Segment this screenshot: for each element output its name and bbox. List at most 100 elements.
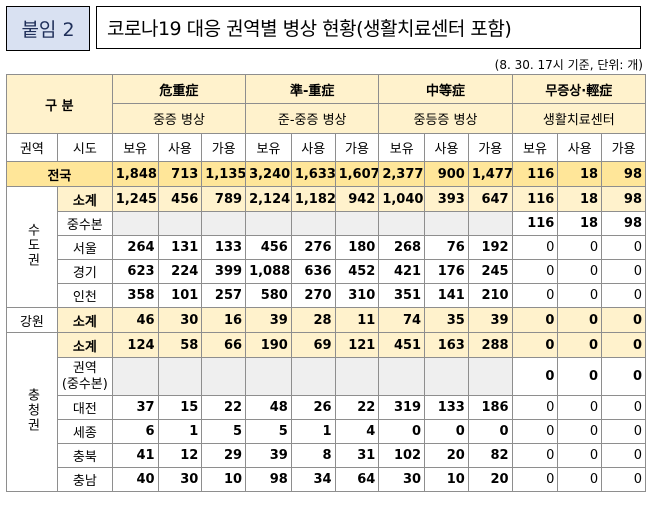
table-cell: 176 <box>424 259 469 284</box>
table-cell: 39 <box>245 443 292 468</box>
table-cell: 0 <box>511 259 559 284</box>
header-critical-sub: 중증 병상 <box>111 103 247 134</box>
row-label-line1: 권역 <box>72 360 97 376</box>
table-cell: 58 <box>157 332 203 358</box>
table-cell: 0 <box>511 307 559 333</box>
table-cell: 0 <box>511 419 559 444</box>
table-cell: 18 <box>557 186 603 212</box>
table-cell: 358 <box>111 283 159 308</box>
table-cell: 39 <box>245 307 292 333</box>
table-cell: 190 <box>245 332 292 358</box>
col-used: 사용 <box>557 133 603 162</box>
table-cell: 0 <box>511 395 559 420</box>
table-cell: 0 <box>557 467 603 492</box>
table-row: 전국 1,848 713 1,135 3,240 1,633 1,607 2,377 900 1,… <box>6 161 646 187</box>
table-cell <box>290 211 336 236</box>
table-cell <box>378 211 426 236</box>
col-avail: 가용 <box>334 133 380 162</box>
table-cell <box>245 357 292 396</box>
table-cell: 116 <box>511 161 559 187</box>
header-mild: 무증상·輕症 <box>511 74 647 104</box>
table-cell: 31 <box>334 443 380 468</box>
table-cell: 39 <box>467 307 513 333</box>
table-cell: 456 <box>157 186 203 212</box>
table-cell: 10 <box>201 467 247 492</box>
row-label: 소계 <box>56 332 113 358</box>
table-cell: 0 <box>601 283 646 308</box>
table-cell: 16 <box>201 307 247 333</box>
table-row: 대전 37 15 22 48 26 22 319 133 186 0 0 0 <box>7 395 646 420</box>
table-cell: 22 <box>334 395 380 420</box>
table-row: 경기 623 224 399 1,088 636 452 421 176 245 0 0 0 <box>7 259 646 284</box>
table-cell: 0 <box>601 357 646 396</box>
table-cell: 30 <box>378 467 426 492</box>
table-cell: 41 <box>111 443 159 468</box>
table-cell: 0 <box>378 419 426 444</box>
table-cell: 11 <box>334 307 380 333</box>
table-cell: 580 <box>245 283 292 308</box>
table-cell <box>157 211 203 236</box>
table-cell: 29 <box>201 443 247 468</box>
table-cell: 1,182 <box>290 186 336 212</box>
table-cell: 0 <box>601 419 646 444</box>
table-cell: 2,124 <box>245 186 292 212</box>
table-cell: 623 <box>111 259 159 284</box>
row-label: 소계 <box>56 186 113 212</box>
table-cell: 0 <box>601 259 646 284</box>
table-cell: 37 <box>111 395 159 420</box>
table-cell: 268 <box>378 235 426 260</box>
table-cell: 66 <box>201 332 247 358</box>
table-cell: 28 <box>290 307 336 333</box>
table-cell <box>467 211 513 236</box>
col-used: 사용 <box>290 133 336 162</box>
table-cell: 900 <box>424 161 469 187</box>
table-cell: 46 <box>111 307 159 333</box>
table-cell: 456 <box>245 235 292 260</box>
table-cell <box>334 357 380 396</box>
col-avail: 가용 <box>201 133 247 162</box>
table-cell: 0 <box>557 332 603 358</box>
table-cell: 98 <box>601 211 646 236</box>
row-label: 인천 <box>56 283 113 308</box>
table-cell: 40 <box>111 467 159 492</box>
table-cell: 789 <box>201 186 247 212</box>
table-cell: 30 <box>157 467 203 492</box>
table-cell: 399 <box>201 259 247 284</box>
row-label: 충북 <box>56 443 113 468</box>
table-cell: 1,135 <box>201 161 247 187</box>
header-critical: 危重症 <box>111 74 247 104</box>
table-cell: 116 <box>511 186 559 212</box>
table-cell: 0 <box>511 467 559 492</box>
row-label: 대전 <box>56 395 113 420</box>
table-cell: 351 <box>378 283 426 308</box>
table-cell: 121 <box>334 332 380 358</box>
table-cell <box>334 211 380 236</box>
table-cell: 2,377 <box>378 161 426 187</box>
table-cell: 0 <box>557 283 603 308</box>
row-label: 소계 <box>56 307 113 333</box>
table-cell: 3,240 <box>245 161 292 187</box>
table-cell: 319 <box>378 395 426 420</box>
header-semi-critical-sub: 준-중증 병상 <box>245 103 380 134</box>
table-cell: 0 <box>511 443 559 468</box>
col-avail: 가용 <box>601 133 646 162</box>
table-cell: 69 <box>290 332 336 358</box>
table-row: 충북 41 12 29 39 8 31 102 20 82 0 0 0 <box>7 443 646 468</box>
table-cell <box>424 211 469 236</box>
header-mild-sub: 생활치료센터 <box>511 103 647 134</box>
table-cell: 116 <box>511 211 559 236</box>
table-cell: 264 <box>111 235 159 260</box>
table-cell <box>201 211 247 236</box>
table-cell: 6 <box>111 419 159 444</box>
table-cell: 18 <box>557 211 603 236</box>
table-cell: 0 <box>424 419 469 444</box>
table-cell: 98 <box>601 161 646 187</box>
table-cell: 451 <box>378 332 426 358</box>
region-text: 수도권 <box>24 222 40 268</box>
table-cell: 0 <box>511 283 559 308</box>
table-cell: 1 <box>290 419 336 444</box>
table-cell: 270 <box>290 283 336 308</box>
table-row: 서울 264 131 133 456 276 180 268 76 192 0 0 0 <box>7 235 646 260</box>
table-cell: 393 <box>424 186 469 212</box>
table-cell: 647 <box>467 186 513 212</box>
